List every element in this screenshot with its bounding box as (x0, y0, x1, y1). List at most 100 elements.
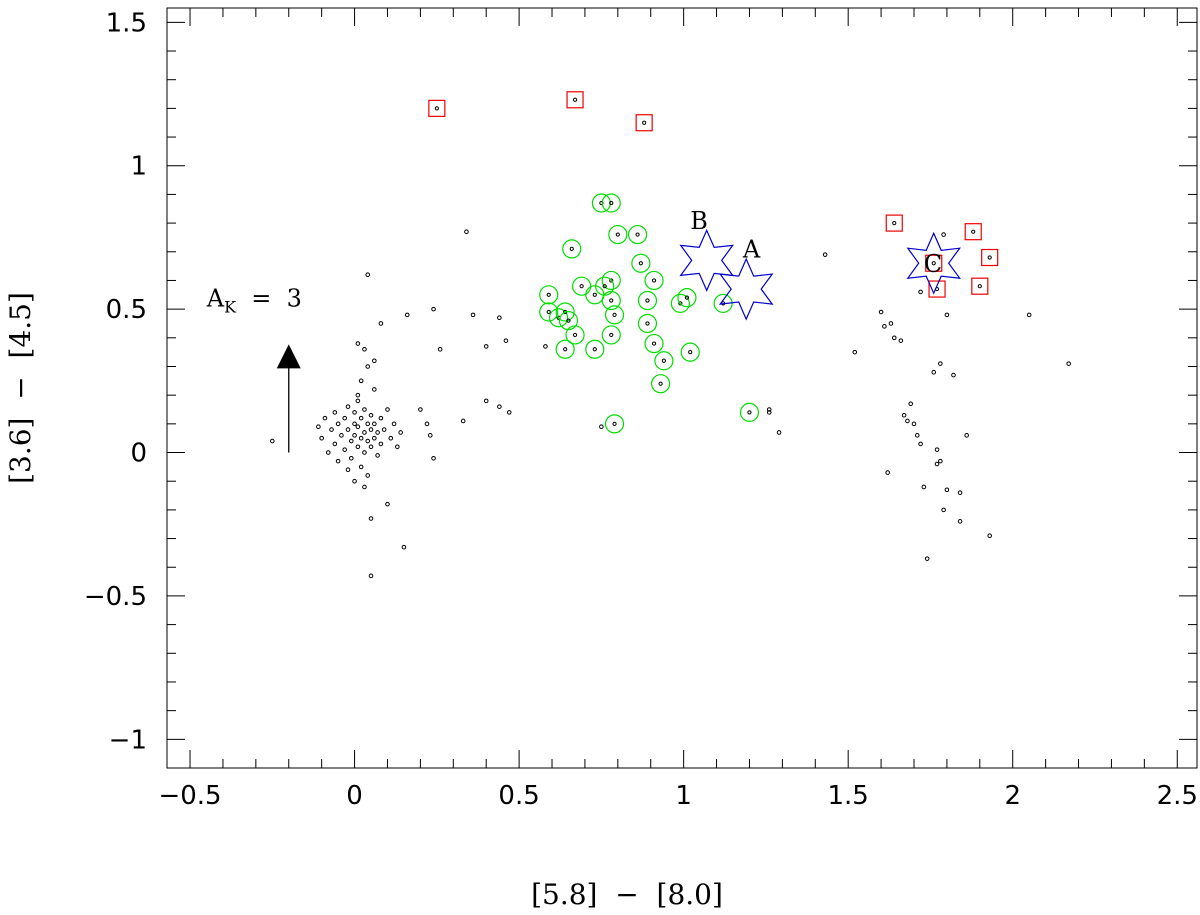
circled-point-marker (651, 374, 671, 394)
data-point (352, 433, 357, 438)
data-point (325, 450, 331, 455)
data-point (365, 473, 371, 478)
data-point (270, 438, 275, 444)
data-point (566, 318, 571, 323)
data-point (908, 401, 914, 407)
data-point (882, 324, 887, 329)
data-point (964, 433, 969, 438)
circled-point-marker (608, 224, 628, 245)
data-point (766, 410, 772, 415)
data-point (938, 361, 943, 366)
data-point (345, 404, 351, 409)
data-point (332, 441, 338, 447)
data-point (362, 407, 367, 412)
data-point (348, 438, 354, 444)
data-point (335, 421, 341, 427)
data-point (934, 461, 940, 467)
axis-ticks (167, 8, 1197, 768)
data-point (852, 349, 858, 355)
extinction-label: AK = 3 (206, 284, 302, 316)
annotations: A B C (690, 207, 942, 278)
data-point (684, 295, 690, 300)
data-point (388, 435, 394, 441)
circled-point-marker (631, 253, 651, 273)
data-point (365, 421, 371, 427)
data-point (362, 430, 367, 435)
data-point (358, 378, 364, 384)
data-point (418, 407, 423, 412)
data-point (934, 447, 940, 452)
circled-point-marker (644, 270, 664, 291)
data-point (358, 464, 364, 470)
extinction-label-main: A (206, 284, 225, 312)
data-point (931, 261, 936, 266)
data-point (365, 438, 371, 444)
data-point (635, 232, 640, 237)
data-point (368, 516, 374, 521)
data-point (569, 246, 574, 252)
data-point (678, 301, 683, 306)
circled-point-marker (601, 325, 621, 345)
data-point (1026, 312, 1032, 318)
data-point (362, 484, 367, 490)
circled-point-marker (539, 285, 559, 305)
data-point (563, 347, 568, 352)
data-point (368, 444, 374, 450)
extinction-vector: AK = 3 (206, 284, 302, 453)
circled-point-marker (680, 342, 700, 362)
data-point (885, 470, 890, 475)
data-point (329, 427, 334, 432)
data-point (506, 410, 512, 415)
y-tick-label: −1 (109, 725, 147, 755)
data-point (1066, 361, 1071, 366)
data-point (378, 441, 384, 447)
circled-point-marker (627, 224, 648, 245)
circled-point-marker (637, 290, 658, 311)
x-tick-label: 0 (346, 781, 363, 811)
data-point (638, 261, 643, 266)
data-point (355, 398, 361, 404)
star-point-marker (906, 231, 961, 295)
data-point (944, 487, 950, 493)
data-point (322, 415, 328, 421)
data-point (776, 430, 782, 435)
data-point (460, 418, 466, 424)
data-point (546, 309, 551, 315)
data-point (609, 332, 614, 338)
square-point-marker (885, 214, 903, 232)
data-point (355, 444, 361, 450)
data-point (599, 424, 604, 430)
data-point (362, 346, 367, 352)
y-tick-label: 1.5 (106, 8, 147, 38)
data-point (615, 232, 620, 237)
point-annotation: C (924, 250, 942, 278)
data-point (572, 332, 578, 338)
square-point-marker (981, 248, 999, 267)
circled-point-marker (555, 302, 575, 322)
x-tick-label: 1 (675, 781, 692, 811)
circled-point-marker (572, 276, 592, 296)
x-tick-label: 0.5 (498, 781, 539, 811)
data-point (911, 421, 917, 427)
data-point (822, 252, 828, 257)
data-point (957, 519, 963, 524)
data-point (345, 427, 351, 432)
data-point (602, 284, 607, 289)
data-point (941, 507, 946, 513)
data-point (612, 312, 617, 317)
data-point (352, 478, 357, 484)
data-point (431, 455, 436, 461)
x-axis-label: [5.8] − [8.0] (531, 878, 723, 911)
data-point (470, 312, 476, 318)
data-point (365, 272, 371, 278)
data-point (483, 344, 489, 349)
data-point (368, 427, 374, 432)
data-point (339, 433, 344, 438)
data-point (609, 278, 614, 283)
data-point (971, 229, 976, 234)
data-point (372, 387, 377, 392)
y-axis-label: [3.6] − [4.5] (4, 292, 37, 484)
data-point (688, 350, 693, 355)
data-point (342, 415, 347, 421)
data-point (891, 335, 897, 341)
